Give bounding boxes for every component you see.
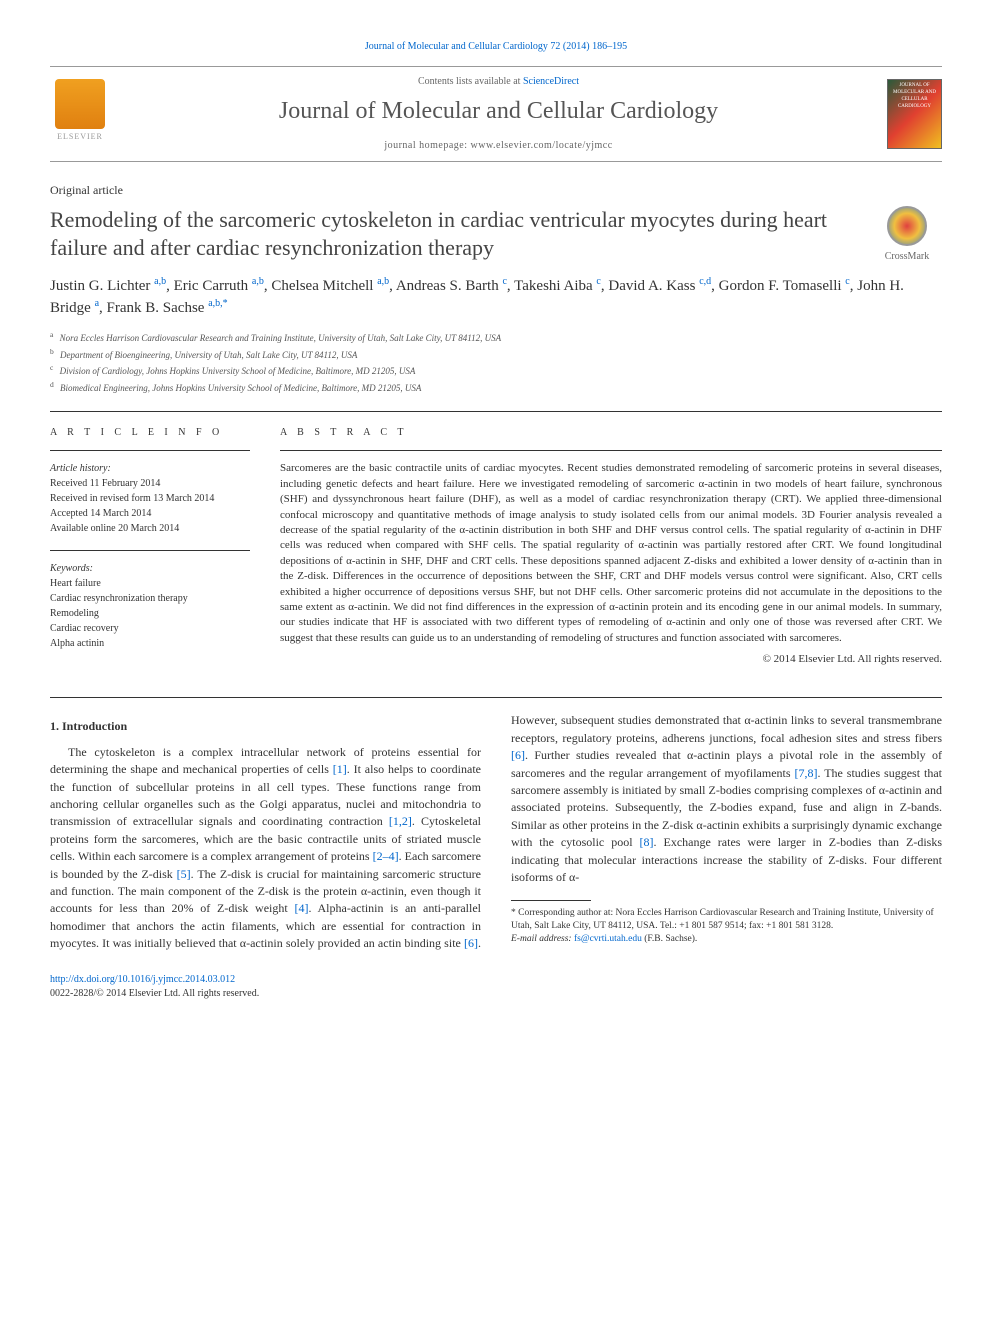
homepage-prefix: journal homepage: [384,140,470,151]
keyword-item: Cardiac recovery [50,621,250,636]
sciencedirect-link[interactable]: ScienceDirect [523,76,579,87]
keywords: Keywords: Heart failureCardiac resynchro… [50,561,250,651]
keywords-label: Keywords: [50,561,250,576]
text-run: . The [191,867,220,881]
homepage-line: journal homepage: www.elsevier.com/locat… [110,139,887,153]
issn-copyright: 0022-2828/© 2014 Elsevier Ltd. All right… [50,987,942,1001]
citation-link[interactable]: [2–4] [373,849,399,863]
abstract-text: Sarcomeres are the basic contractile uni… [280,461,942,646]
authors-list: Justin G. Lichter a,b, Eric Carruth a,b,… [50,275,942,319]
journal-citation[interactable]: Journal of Molecular and Cellular Cardio… [50,40,942,54]
journal-cover-icon: JOURNAL OF MOLECULAR AND CELLULAR CARDIO… [887,79,942,149]
elsevier-tree-icon [55,79,105,129]
masthead: ELSEVIER Contents lists available at Sci… [50,66,942,162]
affiliation-item: d Biomedical Engineering, Johns Hopkins … [50,379,942,396]
citation-link[interactable]: [1,2] [389,814,412,828]
abstract-heading: A B S T R A C T [280,426,942,440]
section-heading: 1. Introduction [50,718,481,735]
history-item: Available online 20 March 2014 [50,521,250,536]
affiliation-item: b Department of Bioengineering, Universi… [50,346,942,363]
rule [50,411,942,412]
crossmark-icon [887,206,927,246]
keyword-item: Remodeling [50,606,250,621]
citation-link[interactable]: [1] [333,762,347,776]
page-footer: http://dx.doi.org/10.1016/j.yjmcc.2014.0… [50,973,942,1001]
citation-link[interactable]: [6] [464,936,478,950]
article-type: Original article [50,182,942,199]
publisher-logo: ELSEVIER [50,79,110,149]
corresponding-author-note: * Corresponding author at: Nora Eccles H… [511,907,942,933]
crossmark-label: CrossMark [885,251,929,262]
affiliations-list: a Nora Eccles Harrison Cardiovascular Re… [50,329,942,395]
journal-cover-label: JOURNAL OF MOLECULAR AND CELLULAR CARDIO… [888,80,941,112]
citation-link[interactable]: [7,8] [794,766,817,780]
keyword-item: Heart failure [50,576,250,591]
history-item: Accepted 14 March 2014 [50,506,250,521]
citation-link[interactable]: [6] [511,748,525,762]
masthead-center: Contents lists available at ScienceDirec… [110,75,887,153]
crossmark-badge[interactable]: CrossMark [872,206,942,264]
email-suffix: (F.B. Sachse). [642,934,697,944]
history-item: Received 11 February 2014 [50,476,250,491]
citation-link[interactable]: [4] [294,901,308,915]
homepage-url[interactable]: www.elsevier.com/locate/yjmcc [471,140,613,151]
affiliation-item: c Division of Cardiology, Johns Hopkins … [50,362,942,379]
article-info: A R T I C L E I N F O Article history: R… [50,426,250,667]
publisher-label: ELSEVIER [57,131,103,142]
body-text: 1. Introduction The cytoskeleton is a co… [50,712,942,952]
article-info-heading: A R T I C L E I N F O [50,426,250,440]
email-label: E-mail address: [511,934,574,944]
email-link[interactable]: fs@cvrti.utah.edu [574,934,642,944]
copyright: © 2014 Elsevier Ltd. All rights reserved… [280,652,942,667]
abstract: A B S T R A C T Sarcomeres are the basic… [280,426,942,667]
keyword-item: Alpha actinin [50,636,250,651]
footnote-rule [511,900,591,901]
contents-line: Contents lists available at ScienceDirec… [110,75,887,89]
doi-link[interactable]: http://dx.doi.org/10.1016/j.yjmcc.2014.0… [50,974,235,985]
rule [50,550,250,551]
keyword-item: Cardiac resynchronization therapy [50,591,250,606]
affiliation-item: a Nora Eccles Harrison Cardiovascular Re… [50,329,942,346]
rule [280,450,942,451]
history-label: Article history: [50,461,250,476]
journal-name: Journal of Molecular and Cellular Cardio… [110,95,887,129]
email-line: E-mail address: fs@cvrti.utah.edu (F.B. … [511,933,942,946]
article-title: Remodeling of the sarcomeric cytoskeleto… [50,206,852,261]
citation-link[interactable]: [8] [640,835,654,849]
contents-prefix: Contents lists available at [418,76,523,87]
article-history: Article history: Received 11 February 20… [50,461,250,536]
citation-link[interactable]: [5] [177,867,191,881]
rule [50,697,942,698]
history-item: Received in revised form 13 March 2014 [50,491,250,506]
rule [50,450,250,451]
